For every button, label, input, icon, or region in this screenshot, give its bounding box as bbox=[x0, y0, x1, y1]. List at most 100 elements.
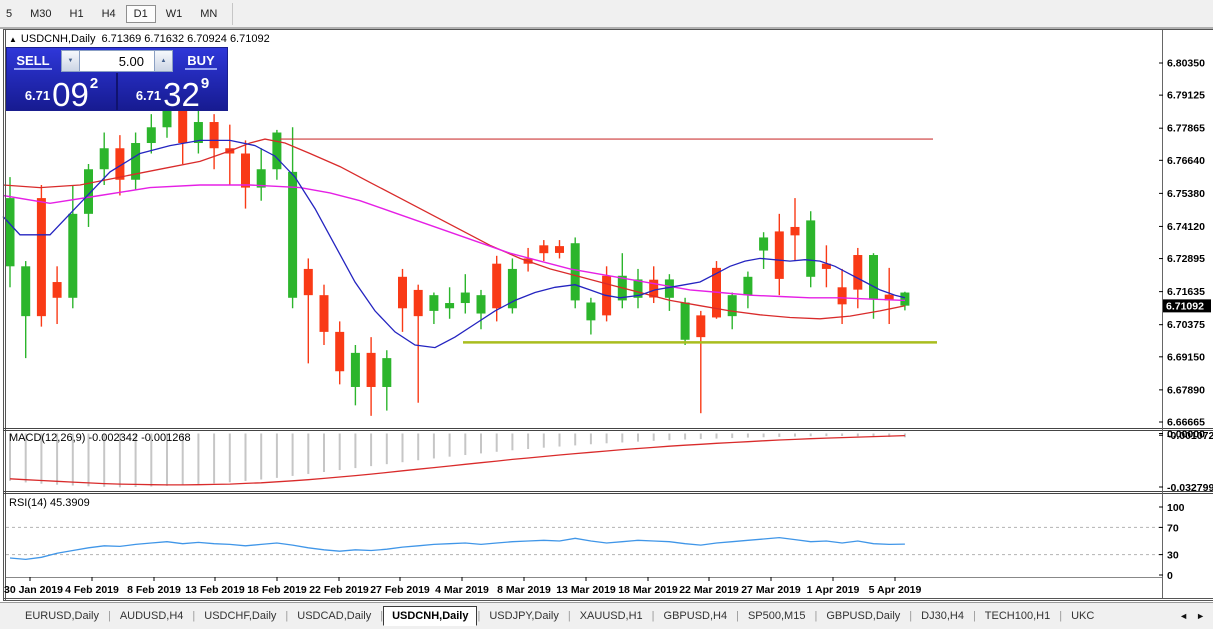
date-axis-label: 30 Jan 2019 bbox=[4, 584, 63, 596]
tab-gbpusd-daily[interactable]: GBPUSD,Daily bbox=[826, 610, 901, 622]
tab-eurusd-daily[interactable]: EURUSD,Daily bbox=[25, 610, 99, 622]
buy-price-small: 6.71 bbox=[135, 88, 162, 103]
tab-usdcnh-daily[interactable]: USDCNH,Daily bbox=[383, 606, 478, 626]
trade-panel: SELL ▼ 5.00 ▲ BUY 6.71 09 2 6.71 32 9 bbox=[7, 48, 227, 113]
timeframe-button-h1[interactable]: H1 bbox=[69, 7, 84, 20]
timeframe-button-m30[interactable]: M30 bbox=[30, 7, 52, 20]
candle-body bbox=[84, 169, 93, 214]
volume-increase-button[interactable]: ▲ bbox=[154, 50, 173, 72]
candle-body bbox=[492, 263, 502, 309]
toolbar-separator bbox=[232, 2, 234, 25]
candle-body bbox=[649, 279, 659, 298]
macd-axis-label: 0.00000 bbox=[1167, 429, 1205, 441]
candle-body bbox=[382, 358, 392, 387]
tab-divider: | bbox=[814, 610, 818, 622]
date-axis-label: 4 Feb 2019 bbox=[65, 584, 119, 596]
buy-button-label: BUY bbox=[185, 52, 217, 70]
tab-divider: | bbox=[285, 610, 289, 622]
price-axis-label: 6.71635 bbox=[1167, 286, 1205, 298]
price-axis-label: 6.76640 bbox=[1167, 155, 1205, 167]
price-axis-label: 6.79125 bbox=[1167, 90, 1205, 102]
tab-sp500-m15[interactable]: SP500,M15 bbox=[747, 610, 806, 622]
buy-price-big: 32 bbox=[163, 75, 200, 113]
tabs-scroll-left-button[interactable]: ◄ bbox=[1179, 611, 1189, 621]
date-axis-label: 13 Feb 2019 bbox=[185, 584, 245, 596]
price-axis-label: 6.72895 bbox=[1167, 253, 1205, 265]
candle-body bbox=[884, 294, 894, 301]
price-axis-label: 6.75380 bbox=[1167, 188, 1205, 200]
rsi-axis-label: 30 bbox=[1167, 550, 1179, 562]
tab-usdcad-daily[interactable]: USDCAD,Daily bbox=[297, 610, 372, 622]
timeframe-toolbar: 5 M30 H1 H4 D1 W1 MN bbox=[0, 0, 1213, 28]
tab-divider: | bbox=[567, 610, 571, 622]
tab-xauusd-h1[interactable]: XAUUSD,H1 bbox=[579, 610, 643, 622]
candle-body bbox=[193, 122, 203, 144]
tab-divider: | bbox=[380, 610, 384, 622]
trade-panel-prices: 6.71 09 2 6.71 32 9 bbox=[7, 73, 227, 113]
candle-body bbox=[680, 302, 690, 340]
buy-button[interactable]: BUY bbox=[175, 48, 227, 73]
candle-body bbox=[774, 231, 784, 279]
date-axis-label: 27 Mar 2019 bbox=[741, 584, 801, 596]
date-axis-label: 5 Apr 2019 bbox=[869, 584, 922, 596]
timeframe-button-w1[interactable]: W1 bbox=[165, 7, 183, 20]
candle-body bbox=[146, 127, 156, 144]
date-axis-label: 18 Mar 2019 bbox=[618, 584, 678, 596]
collapse-triangle-icon[interactable]: ▲ bbox=[9, 35, 17, 44]
date-axis-label: 22 Mar 2019 bbox=[679, 584, 739, 596]
candle-body bbox=[806, 220, 816, 277]
candle-body bbox=[539, 245, 549, 254]
tab-divider: | bbox=[736, 610, 739, 622]
tabs-scroll-right-button[interactable]: ► bbox=[1196, 611, 1205, 621]
candle-body bbox=[869, 255, 878, 300]
candle-body bbox=[398, 276, 407, 309]
candle-body bbox=[178, 108, 188, 144]
candle-body bbox=[727, 295, 737, 317]
macd-label: MACD(12,26,9) -0.002342 -0.001268 bbox=[9, 432, 191, 444]
candle-body bbox=[99, 148, 109, 170]
timeframe-button-h4[interactable]: H4 bbox=[101, 7, 116, 20]
chart-tabbar: EURUSD,Daily | AUDUSD,H4 | USDCHF,Daily | USDC… bbox=[0, 602, 1213, 629]
rsi-axis-label: 70 bbox=[1167, 522, 1179, 534]
timeframe-button-d1[interactable]: D1 bbox=[125, 4, 156, 23]
candle-body bbox=[743, 276, 753, 296]
volume-input[interactable]: 5.00 bbox=[80, 50, 154, 72]
candle-body bbox=[837, 287, 847, 305]
price-axis-label: 6.69150 bbox=[1167, 351, 1205, 363]
tab-divider: | bbox=[972, 610, 976, 622]
candle-body bbox=[131, 143, 141, 180]
candle-body bbox=[790, 226, 800, 236]
sell-price-sup: 2 bbox=[89, 75, 99, 92]
timeframe-button-5[interactable]: 5 bbox=[6, 7, 13, 20]
volume-decrease-button[interactable]: ▼ bbox=[61, 50, 80, 72]
candle-body bbox=[476, 295, 486, 314]
tab-divider: | bbox=[192, 610, 196, 622]
tab-dj30-h4[interactable]: DJ30,H4 bbox=[921, 610, 964, 622]
tab-tech100-h1[interactable]: TECH100,H1 bbox=[984, 610, 1051, 622]
candle-body bbox=[366, 352, 376, 387]
chart-ohlc-values: 6.71369 6.71632 6.70924 6.71092 bbox=[101, 33, 270, 45]
price-axis-label: 6.80350 bbox=[1167, 58, 1205, 70]
tab-usdchf-daily[interactable]: USDCHF,Daily bbox=[204, 610, 277, 622]
date-axis-label: 13 Mar 2019 bbox=[556, 584, 616, 596]
date-axis-label: 4 Mar 2019 bbox=[435, 584, 489, 596]
date-axis-label: 8 Feb 2019 bbox=[127, 584, 181, 596]
buy-price[interactable]: 6.71 32 9 bbox=[118, 73, 227, 113]
candle-body bbox=[5, 198, 15, 267]
date-axis-label: 27 Feb 2019 bbox=[370, 584, 430, 596]
date-axis-label: 1 Apr 2019 bbox=[807, 584, 860, 596]
tab-divider: | bbox=[909, 610, 913, 622]
candle-body bbox=[460, 292, 470, 304]
candle-body bbox=[633, 279, 643, 298]
tab-usdjpy-daily[interactable]: USDJPY,Daily bbox=[489, 610, 559, 622]
timeframe-button-mn[interactable]: MN bbox=[200, 7, 218, 20]
tab-audusd-h4[interactable]: AUDUSD,H4 bbox=[119, 610, 184, 622]
tab-gbpusd-h4[interactable]: GBPUSD,H4 bbox=[663, 610, 728, 622]
buy-price-sup: 9 bbox=[200, 75, 210, 92]
candle-body bbox=[507, 268, 517, 309]
tab-ukc[interactable]: UKC bbox=[1071, 610, 1095, 622]
candle-body bbox=[696, 315, 706, 338]
sell-button[interactable]: SELL bbox=[7, 48, 59, 73]
sell-price[interactable]: 6.71 09 2 bbox=[7, 73, 118, 111]
